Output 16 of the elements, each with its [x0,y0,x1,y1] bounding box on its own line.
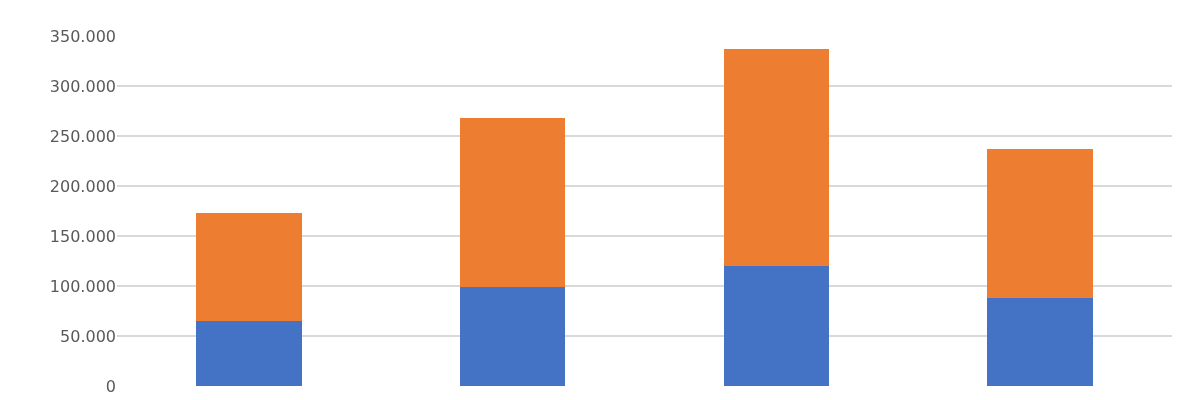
bar [196,321,302,386]
bar [987,298,1093,386]
bar [987,149,1093,298]
bar [459,287,566,386]
y-tick-label: 250.000 [49,126,116,146]
y-tick-label: 0 [105,376,116,396]
bar [723,49,830,266]
bar [723,266,830,386]
y-tick-label: 50.000 [60,326,116,346]
y-tick-label: 150.000 [49,226,116,246]
y-tick-label: 300.000 [49,76,116,96]
y-tick-label: 100.000 [49,276,116,296]
bar [196,213,302,321]
y-tick-label: 200.000 [49,176,116,196]
y-tick-label: 350.000 [49,26,116,46]
bar [459,118,566,287]
